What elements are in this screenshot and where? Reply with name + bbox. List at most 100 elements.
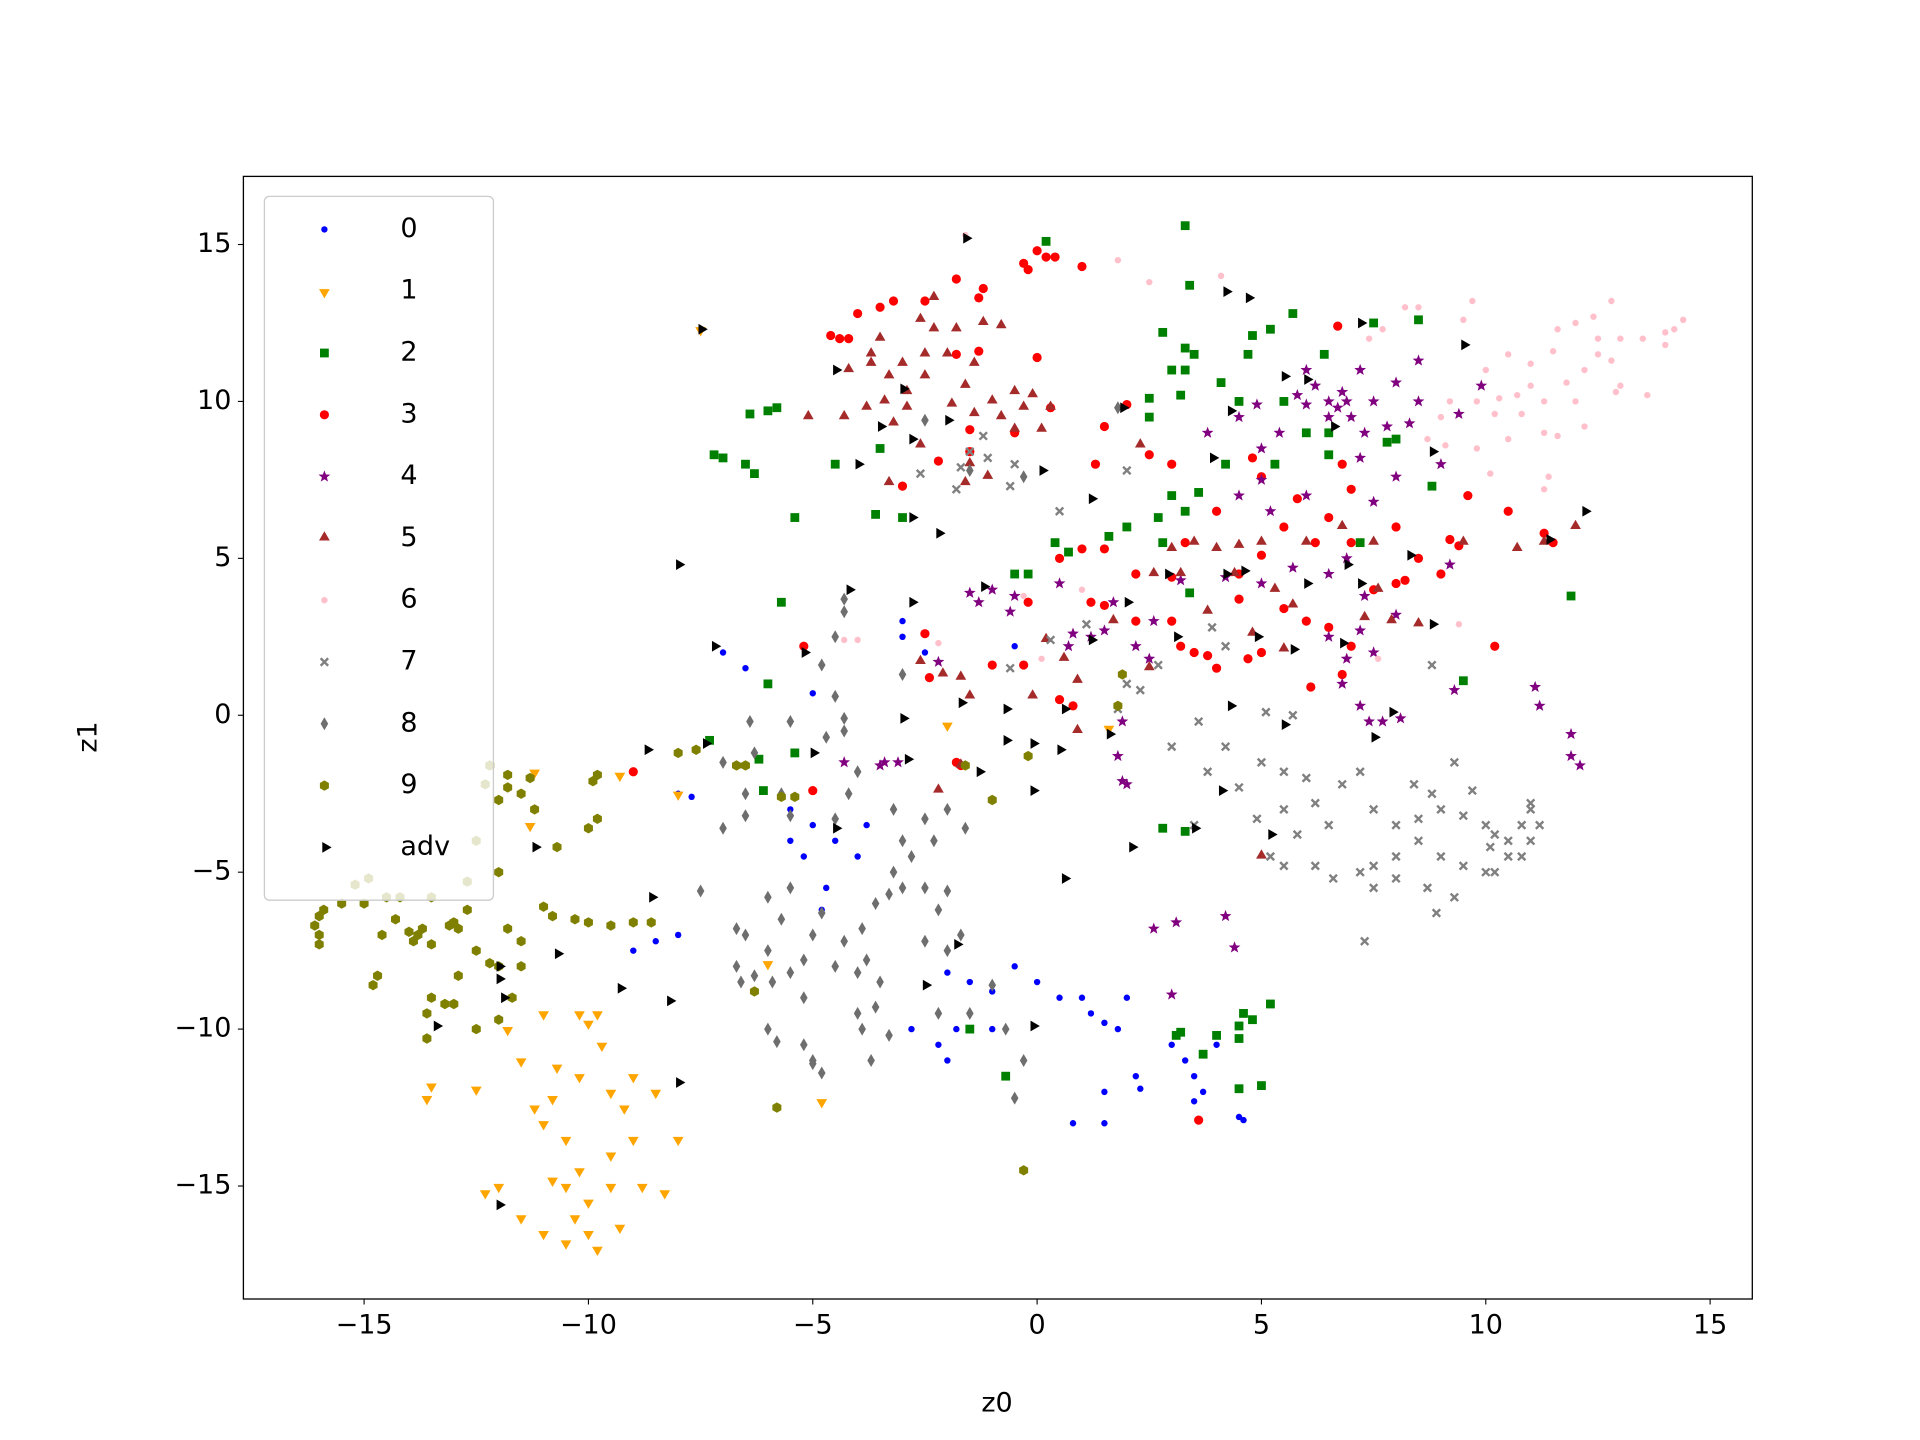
point — [854, 636, 861, 644]
point — [1068, 701, 1078, 711]
point — [921, 649, 929, 656]
point — [516, 788, 526, 799]
point — [1527, 382, 1534, 389]
point — [659, 1190, 671, 1200]
point — [1503, 836, 1513, 846]
point — [422, 1008, 432, 1019]
point — [741, 787, 750, 801]
point — [995, 409, 1007, 420]
point — [1565, 727, 1577, 740]
point — [1458, 861, 1468, 871]
point — [673, 747, 683, 759]
point — [1310, 861, 1320, 871]
point — [636, 1183, 648, 1194]
point — [1003, 703, 1013, 715]
point — [1106, 728, 1117, 740]
point — [1054, 553, 1065, 563]
point — [907, 849, 916, 863]
point — [1099, 421, 1110, 432]
point — [1572, 319, 1579, 327]
point — [453, 923, 463, 934]
point — [865, 347, 877, 357]
point — [1114, 1025, 1122, 1033]
y-tick-label: −5 — [192, 856, 232, 887]
point — [426, 1083, 437, 1093]
point — [763, 679, 773, 689]
y-tick-label: 10 — [197, 385, 231, 416]
point — [840, 636, 848, 644]
point — [652, 938, 659, 945]
point — [1189, 647, 1199, 658]
point — [909, 433, 919, 445]
point — [888, 416, 899, 426]
point — [650, 1089, 662, 1100]
point — [314, 929, 324, 941]
point — [831, 689, 839, 703]
point — [838, 409, 850, 420]
point — [768, 975, 777, 989]
point — [808, 1057, 817, 1071]
point — [1020, 592, 1027, 600]
point — [560, 1183, 572, 1194]
point — [1290, 643, 1301, 655]
point — [764, 1022, 772, 1036]
point — [422, 1033, 432, 1044]
point — [503, 769, 513, 781]
point — [1374, 655, 1382, 662]
point — [1099, 600, 1110, 611]
point — [936, 527, 946, 539]
point — [1413, 553, 1424, 563]
point — [1194, 1115, 1204, 1125]
point — [892, 756, 904, 768]
point — [840, 592, 848, 606]
point — [974, 346, 984, 356]
point — [1279, 861, 1289, 871]
point — [964, 689, 976, 699]
point — [1505, 435, 1512, 443]
point — [1354, 451, 1367, 463]
point — [1018, 400, 1030, 410]
point — [1174, 631, 1184, 643]
point — [570, 914, 580, 925]
point — [1111, 749, 1124, 762]
point — [741, 928, 750, 942]
point — [945, 414, 955, 426]
point — [1030, 738, 1040, 749]
point — [1413, 617, 1424, 627]
point — [943, 884, 952, 898]
point — [554, 948, 565, 960]
point — [989, 1025, 996, 1033]
point — [1241, 565, 1251, 577]
point — [1288, 710, 1298, 720]
point — [1608, 297, 1615, 305]
point — [1004, 605, 1017, 617]
point — [507, 992, 517, 1003]
point — [1279, 397, 1289, 406]
point — [853, 308, 863, 319]
point — [1180, 343, 1190, 353]
point — [337, 898, 347, 909]
point — [1403, 417, 1416, 429]
point — [1217, 272, 1225, 280]
point — [968, 406, 980, 417]
point — [1167, 365, 1177, 375]
point — [908, 1025, 915, 1033]
point — [1391, 434, 1401, 444]
point — [1324, 512, 1334, 523]
point — [924, 672, 935, 683]
point — [862, 953, 871, 967]
x-tick-label: 5 — [1253, 1310, 1270, 1341]
point — [1166, 541, 1178, 552]
point — [1369, 804, 1379, 815]
point — [1467, 785, 1477, 796]
point — [951, 349, 961, 359]
point — [688, 793, 695, 801]
plot-frame — [242, 175, 1753, 1300]
point — [551, 1064, 563, 1074]
point — [614, 772, 626, 783]
point — [1081, 619, 1092, 629]
point — [1010, 459, 1020, 469]
point — [538, 1230, 549, 1241]
point — [933, 456, 944, 466]
